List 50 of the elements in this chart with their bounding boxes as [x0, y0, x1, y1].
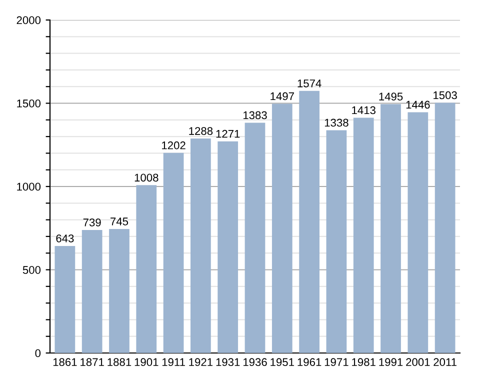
- x-tick-label: 1871: [80, 358, 104, 366]
- data-label: 1574: [298, 80, 322, 88]
- y-tick-label: 1000: [17, 182, 41, 191]
- data-label: 1383: [243, 111, 267, 120]
- data-label: 1495: [379, 92, 403, 100]
- bar: [136, 185, 157, 353]
- bar: [326, 130, 347, 353]
- x-tick-label: 1901: [134, 358, 158, 366]
- data-label: 1446: [406, 100, 430, 109]
- bar: [109, 228, 130, 353]
- bar: [163, 152, 184, 353]
- bar: [244, 122, 266, 353]
- bar: [190, 138, 211, 353]
- bar: [218, 141, 238, 353]
- data-label: 739: [83, 218, 101, 226]
- y-tick-label: 1500: [17, 100, 41, 108]
- x-tick-label: 1991: [379, 358, 403, 366]
- data-label: 1338: [324, 118, 348, 127]
- data-label: 745: [110, 218, 128, 226]
- x-tick-label: 1981: [352, 358, 376, 366]
- x-tick-label: 1971: [324, 358, 348, 366]
- bar: [380, 104, 401, 353]
- x-tick-label: 1861: [53, 358, 77, 366]
- data-label: 1413: [352, 106, 376, 114]
- x-tick-label: 1951: [270, 358, 294, 366]
- x-tick-label: 1936: [243, 358, 267, 366]
- x-tick-label: 1911: [162, 358, 185, 366]
- x-tick-label: 1961: [298, 358, 322, 366]
- data-label: 1271: [216, 130, 240, 138]
- bar: [299, 90, 320, 353]
- data-label: 1008: [134, 174, 158, 182]
- x-tick-label: 1881: [108, 358, 132, 366]
- data-label: 1288: [189, 127, 213, 135]
- x-tick-label: 1921: [189, 358, 213, 366]
- x-tick-label: 1931: [216, 358, 240, 366]
- y-tick-label: 0: [35, 349, 41, 358]
- bar: [272, 104, 292, 353]
- bar: [54, 246, 76, 353]
- data-label: 643: [56, 234, 74, 242]
- bar: [82, 230, 102, 353]
- x-tick-label: 2011: [434, 358, 456, 366]
- data-label: 1497: [270, 92, 294, 100]
- data-label: 1202: [162, 141, 186, 150]
- y-tick-label: 500: [22, 266, 41, 274]
- bar: [353, 118, 374, 353]
- x-tick-label: 2001: [406, 358, 430, 366]
- data-label: 1503: [434, 91, 457, 100]
- bar: [434, 102, 456, 353]
- bar: [408, 112, 428, 353]
- y-tick-label: 2000: [16, 16, 41, 24]
